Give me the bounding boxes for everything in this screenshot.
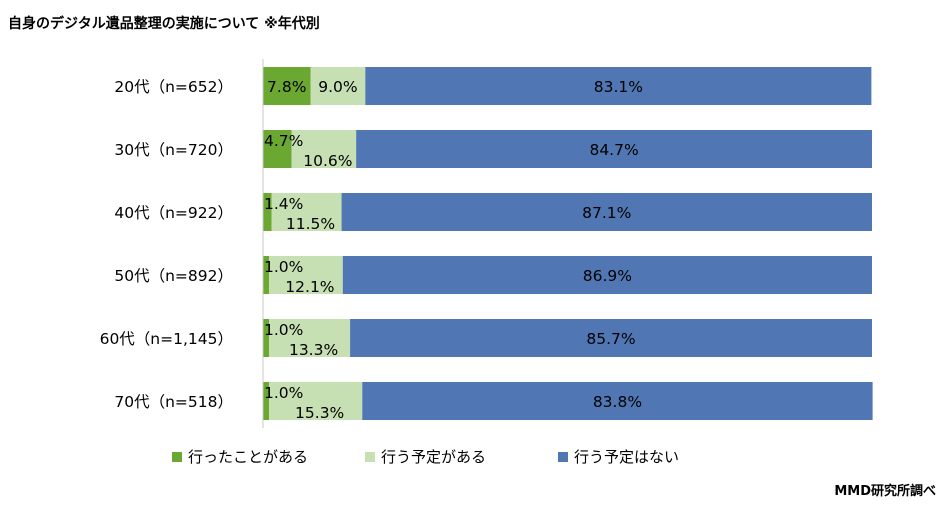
bar-segment [263,382,270,420]
source-note: MMD研究所調べ [834,484,936,499]
bar-segment [263,130,292,168]
data-label: 15.3% [295,404,344,422]
legend: 行ったことがある 行う予定がある 行う予定はない [172,448,679,466]
bar-segment [350,319,872,357]
bars-layer [263,67,873,420]
bar-segment [271,193,342,231]
value-labels: 7.8% 9.0% 83.1% 4.7%10.6% 84.7% 1.4% 11.5% 87.1… [264,78,643,422]
bar-segment [341,193,872,231]
data-label: 12.1% [285,278,334,296]
legend-swatch [365,452,375,462]
bar-segment [269,382,363,420]
data-label: 1.4% [264,195,303,213]
data-label: 11.5% [286,215,335,233]
category-label: 50代（n=892） [114,267,233,285]
category-labels: 20代（n=652） 30代（n=720） 40代（n=922） 50代（n=892）… [100,78,233,411]
data-label: 83.1% [594,78,643,96]
bar-segment [365,67,872,105]
bar-segment [269,319,351,357]
legend-label: 行う予定がある [381,448,486,466]
bar-segment [356,130,872,168]
data-label: 1.0% [264,258,303,276]
category-label: 20代（n=652） [114,78,233,96]
data-label: 10.6% [303,152,352,170]
data-label: 85.7% [586,330,635,348]
data-label: 84.7% [589,141,638,159]
legend-swatch [558,452,568,462]
data-label: 1.0% [264,321,303,339]
data-label: 1.0% [264,384,303,402]
bar-segment [342,256,872,294]
category-label: 30代（n=720） [114,141,233,159]
data-label: 4.7% [264,132,303,150]
category-label: 40代（n=922） [114,204,233,222]
bar-segment [310,67,366,105]
bar-segment [362,382,873,420]
bar-segment [263,319,270,357]
category-label: 70代（n=518） [114,393,233,411]
bar-segment [291,130,357,168]
bar-segment [263,67,311,105]
legend-label: 行う予定はない [574,448,679,466]
data-label: 7.8% [267,78,306,96]
chart-title: 自身のデジタル遺品整理の実施について ※年代別 [8,16,320,32]
data-label: 87.1% [582,204,631,222]
legend-label: 行ったことがある [188,448,308,466]
data-label: 86.9% [583,267,632,285]
data-label: 13.3% [289,341,338,359]
category-label: 60代（n=1,145） [100,330,233,348]
legend-swatch [172,452,182,462]
bar-segment [263,256,270,294]
bar-segment [263,193,272,231]
bar-segment [269,256,343,294]
data-label: 83.8% [593,393,642,411]
data-label: 9.0% [318,78,357,96]
